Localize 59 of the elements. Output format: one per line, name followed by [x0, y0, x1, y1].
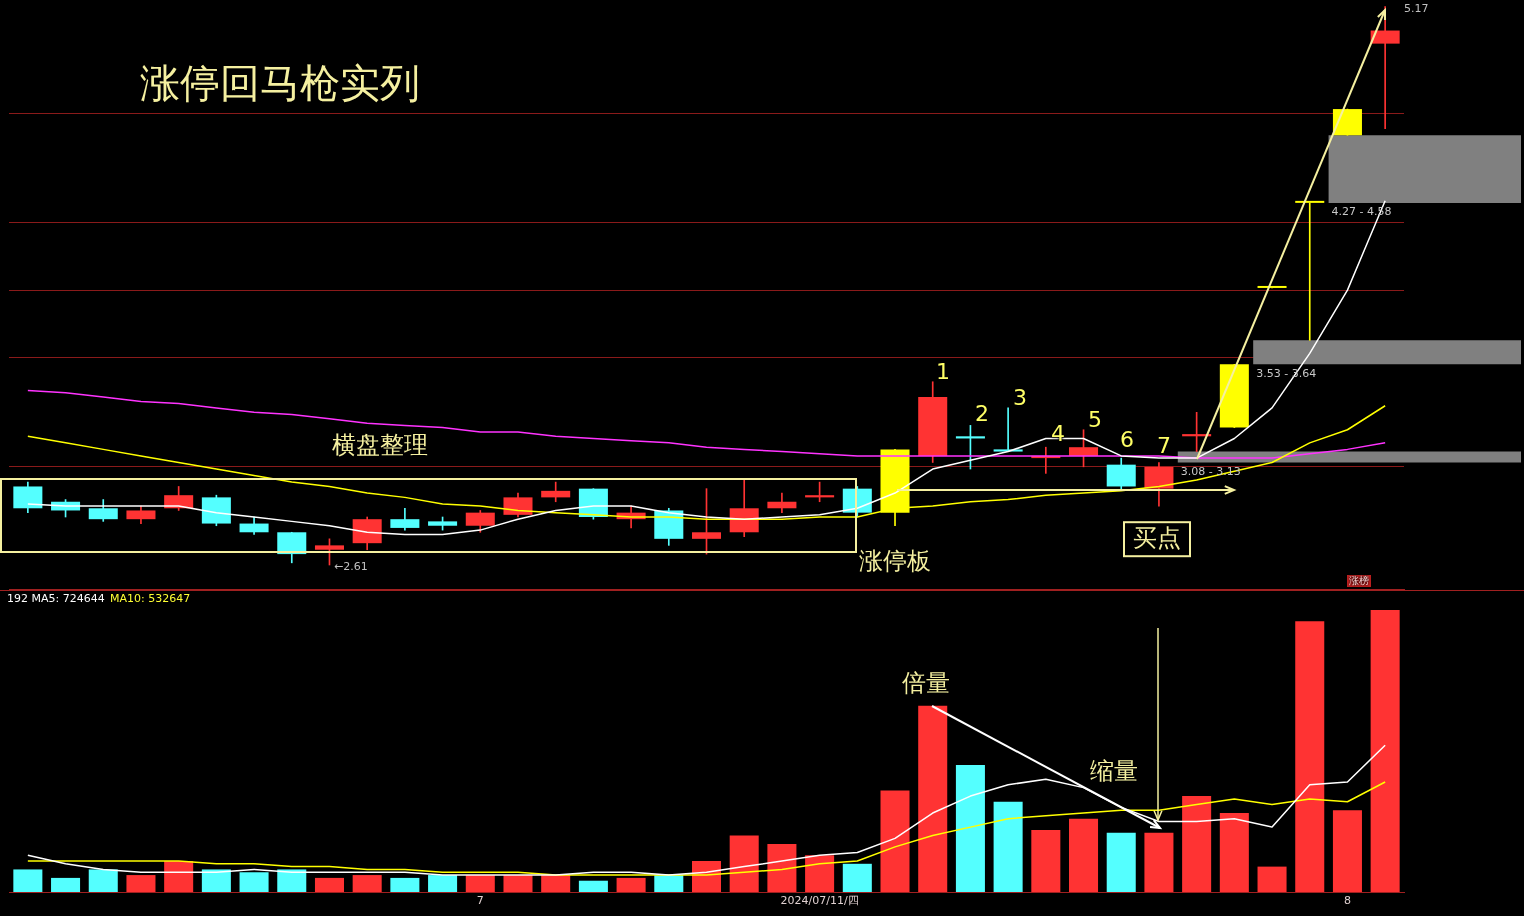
bar: [126, 875, 156, 892]
text: MA10: 532647: [110, 592, 191, 606]
annotation: 7: [1157, 433, 1171, 459]
annotation: 横盘整理: [332, 431, 428, 460]
bar: [88, 869, 118, 892]
annotation: 6: [1120, 427, 1134, 453]
bar: [277, 869, 307, 892]
bar: [1257, 866, 1287, 892]
bar: [314, 877, 344, 892]
bar: [428, 875, 458, 892]
annotation: 买点: [1123, 521, 1191, 557]
annotation: 涨榜: [1347, 575, 1371, 587]
candlestick: [1295, 200, 1325, 341]
bar: [1182, 796, 1212, 892]
bar: [918, 705, 948, 892]
bar: [352, 875, 382, 892]
bar: [1069, 818, 1099, 892]
annotation: 缩量: [1090, 757, 1138, 786]
x-tick-label: 8: [1343, 894, 1351, 908]
bar: [993, 801, 1023, 892]
bar: [578, 880, 608, 892]
bar: [390, 877, 420, 892]
bar: [1295, 621, 1325, 892]
annotation: 5: [1088, 407, 1102, 433]
bar: [955, 765, 985, 892]
bar: [805, 855, 835, 892]
bar: [51, 877, 81, 892]
bar: [239, 872, 269, 892]
bar: [616, 877, 646, 892]
candlestick: [993, 407, 1023, 452]
bar: [1106, 832, 1136, 892]
bar: [654, 875, 684, 892]
bar: [1144, 832, 1174, 892]
x-tick-label: 2024/07/11/四: [780, 894, 859, 908]
annotation: ←2.61: [334, 560, 368, 574]
bar: [1031, 829, 1061, 892]
bar: [541, 875, 571, 892]
text: 192 MA5: 724644: [7, 592, 105, 606]
annotation: 倍量: [902, 669, 950, 698]
bar: [1219, 813, 1249, 892]
annotation: 1: [936, 359, 950, 385]
bar: [842, 863, 872, 892]
annotation: 涨停板: [859, 547, 931, 576]
bar: [880, 790, 910, 892]
candlestick: [1370, 6, 1400, 130]
bar: [201, 869, 231, 892]
bar: [465, 875, 495, 892]
bar: [729, 835, 759, 892]
bar: [503, 875, 533, 892]
bar: [1370, 609, 1400, 892]
bar: [164, 860, 194, 892]
x-tick-label: 7: [476, 894, 484, 908]
bar: [13, 869, 43, 892]
annotation: 2: [975, 401, 989, 427]
annotation: 5.17: [1404, 2, 1429, 16]
text: 涨停回马枪实列: [140, 59, 420, 108]
bar: [767, 844, 797, 892]
bar: [1332, 810, 1362, 892]
annotation: 3: [1013, 385, 1027, 411]
